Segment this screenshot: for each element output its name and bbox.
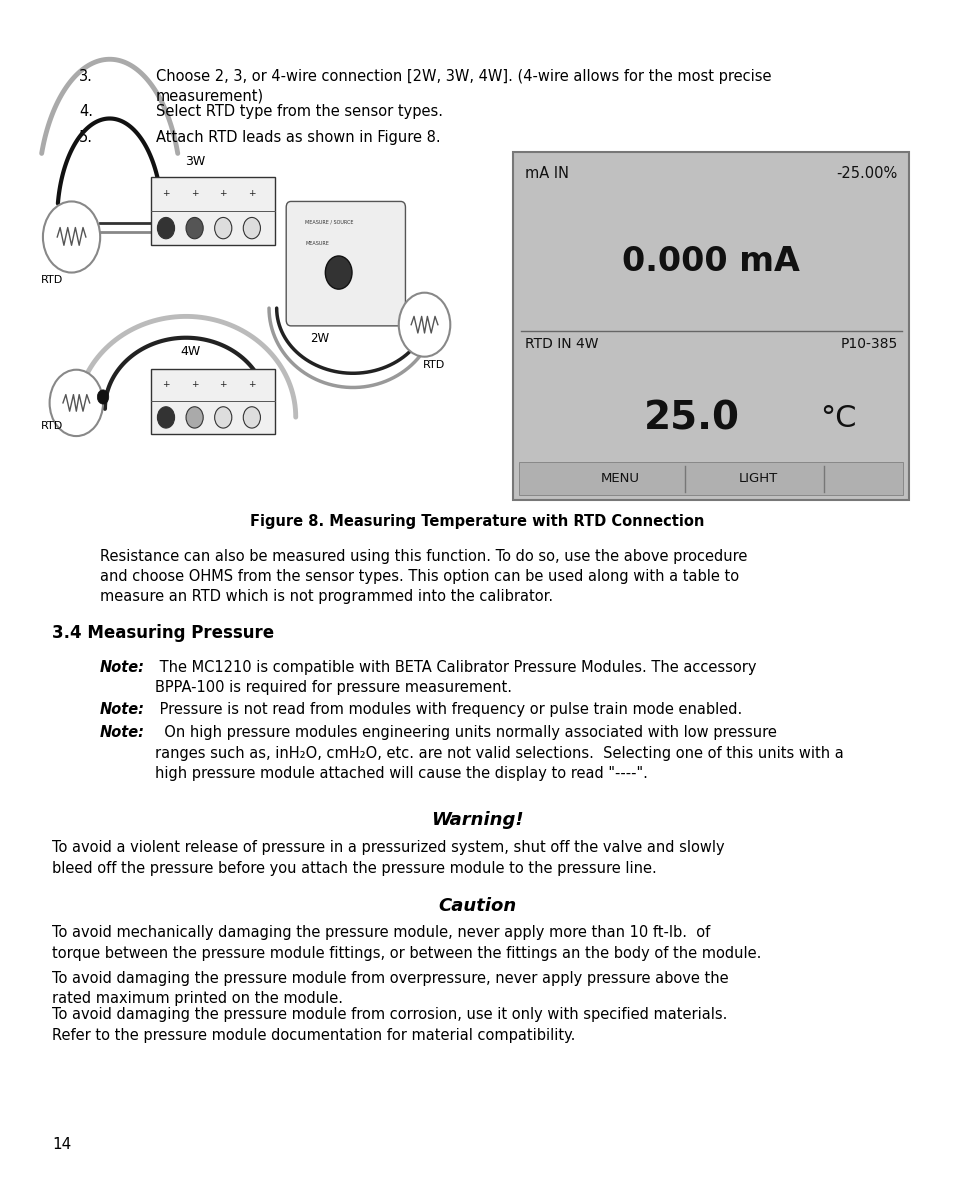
Circle shape (398, 293, 450, 357)
Text: -: - (221, 224, 225, 232)
Text: 2W: 2W (310, 332, 329, 345)
Text: +: + (162, 380, 170, 390)
Circle shape (243, 218, 260, 239)
Text: +: + (248, 190, 255, 198)
Text: Note:: Note: (100, 702, 145, 717)
Text: 5.: 5. (79, 130, 93, 146)
Bar (518, 462, 902, 495)
Text: Caution: Caution (437, 897, 516, 915)
Text: 25.0: 25.0 (642, 399, 739, 437)
Text: To avoid damaging the pressure module from overpressure, never apply pressure ab: To avoid damaging the pressure module fr… (52, 971, 728, 1006)
Text: -: - (164, 412, 168, 422)
Text: To avoid damaging the pressure module from corrosion, use it only with specified: To avoid damaging the pressure module fr… (52, 1007, 727, 1043)
Circle shape (214, 406, 232, 428)
Circle shape (97, 390, 109, 404)
Text: LIGHT: LIGHT (739, 473, 778, 485)
Text: -: - (250, 224, 253, 232)
Text: Warning!: Warning! (430, 811, 523, 828)
Circle shape (157, 218, 174, 239)
Text: Note:: Note: (100, 725, 145, 741)
Text: MENU: MENU (600, 473, 639, 485)
Text: RTD: RTD (422, 360, 444, 370)
Text: +: + (162, 190, 170, 198)
Text: P10-385: P10-385 (840, 337, 897, 351)
Text: -: - (164, 224, 168, 232)
Text: Figure 8. Measuring Temperature with RTD Connection: Figure 8. Measuring Temperature with RTD… (250, 514, 703, 530)
Text: +: + (248, 380, 255, 390)
Bar (31, 152, 908, 495)
Text: +: + (191, 190, 198, 198)
Text: 0.000 mA: 0.000 mA (621, 245, 800, 278)
Circle shape (186, 218, 203, 239)
Text: MEASURE / SOURCE: MEASURE / SOURCE (305, 219, 354, 224)
Text: Resistance can also be measured using this function. To do so, use the above pro: Resistance can also be measured using th… (100, 549, 747, 604)
Text: 4.: 4. (79, 104, 93, 120)
Circle shape (157, 406, 174, 428)
Circle shape (50, 370, 103, 436)
Text: RTD IN 4W: RTD IN 4W (524, 337, 598, 351)
Text: 3.: 3. (79, 69, 93, 84)
Text: 14: 14 (52, 1136, 71, 1152)
Circle shape (243, 406, 260, 428)
Text: MEASURE: MEASURE (305, 241, 329, 245)
Circle shape (186, 406, 203, 428)
Text: RTD: RTD (41, 275, 63, 284)
Text: -: - (250, 412, 253, 422)
FancyBboxPatch shape (286, 201, 405, 326)
Text: Choose 2, 3, or 4-wire connection [2W, 3W, 4W]. (4-wire allows for the most prec: Choose 2, 3, or 4-wire connection [2W, 3… (155, 69, 770, 103)
Text: To avoid a violent release of pressure in a pressurized system, shut off the val: To avoid a violent release of pressure i… (52, 840, 724, 876)
Text: +: + (191, 380, 198, 390)
Text: RTD: RTD (41, 421, 63, 430)
Circle shape (43, 201, 100, 273)
Text: Note:: Note: (100, 660, 145, 675)
Text: -: - (193, 412, 196, 422)
Text: Select RTD type from the sensor types.: Select RTD type from the sensor types. (155, 104, 442, 120)
Text: On high pressure modules engineering units normally associated with low pressure: On high pressure modules engineering uni… (154, 725, 842, 781)
Bar (151, 177, 274, 245)
Text: °C: °C (819, 404, 855, 433)
Text: Attach RTD leads as shown in Figure 8.: Attach RTD leads as shown in Figure 8. (155, 130, 439, 146)
Circle shape (214, 218, 232, 239)
Text: -: - (193, 224, 196, 232)
Text: +: + (219, 190, 227, 198)
Text: +: + (219, 380, 227, 390)
Text: -: - (221, 412, 225, 422)
Text: 3.4 Measuring Pressure: 3.4 Measuring Pressure (52, 624, 274, 642)
Circle shape (325, 256, 352, 289)
Text: 4W: 4W (180, 345, 201, 358)
Text: mA IN: mA IN (524, 166, 568, 181)
Text: The MC1210 is compatible with BETA Calibrator Pressure Modules. The accessory
BP: The MC1210 is compatible with BETA Calib… (154, 660, 756, 696)
Text: To avoid mechanically damaging the pressure module, never apply more than 10 ft-: To avoid mechanically damaging the press… (52, 925, 761, 961)
Text: -25.00%: -25.00% (836, 166, 897, 181)
Bar (151, 369, 274, 434)
Bar (513, 152, 908, 500)
Text: Pressure is not read from modules with frequency or pulse train mode enabled.: Pressure is not read from modules with f… (154, 702, 741, 717)
Text: 3W: 3W (185, 155, 206, 168)
